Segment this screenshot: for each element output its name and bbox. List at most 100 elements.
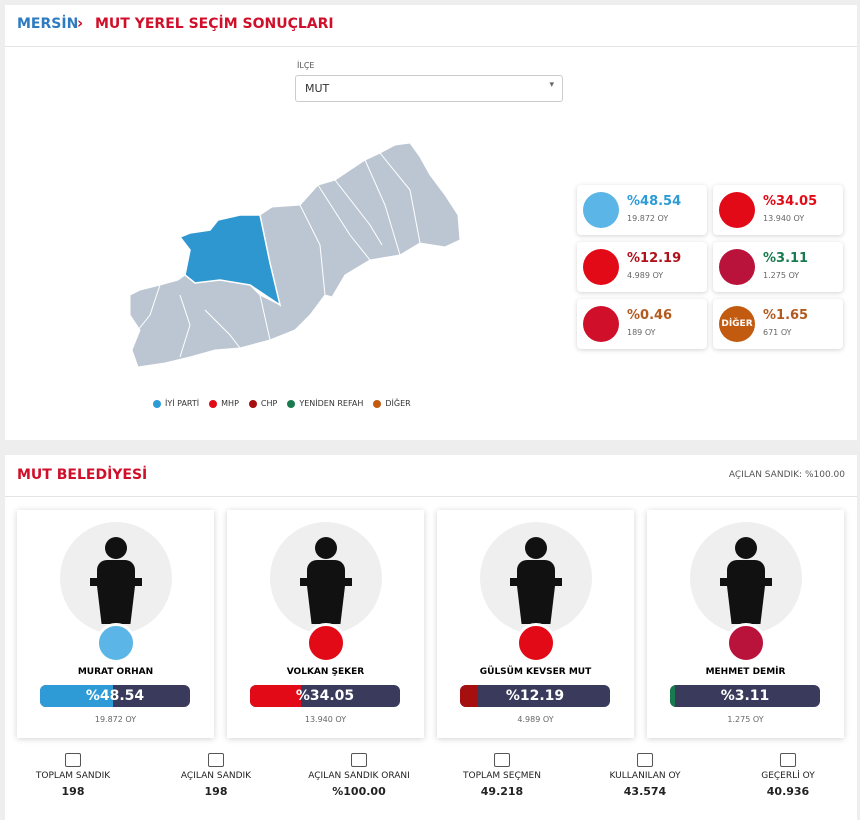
share-label: %34.05 bbox=[295, 688, 355, 704]
share-bar-fill bbox=[250, 685, 302, 707]
candidate-name: MEHMET DEMİR bbox=[705, 667, 786, 677]
district-select[interactable]: MUT ▾ bbox=[295, 75, 563, 102]
stat: AÇILAN SANDIK 198 bbox=[146, 753, 286, 798]
stat-label: TOPLAM SEÇMEN bbox=[463, 771, 541, 781]
party-logo bbox=[583, 249, 619, 285]
podium bbox=[517, 586, 555, 624]
head-icon bbox=[105, 537, 127, 559]
stat-label: KULLANILAN OY bbox=[609, 771, 681, 781]
party-votes: 189 OY bbox=[627, 328, 656, 337]
candidate-votes: 19.872 OY bbox=[94, 715, 137, 724]
body-icon bbox=[307, 560, 345, 578]
party-share: %34.05 bbox=[763, 194, 818, 209]
legend-item: DİĞER bbox=[373, 399, 411, 408]
share-bar: %34.05 bbox=[250, 685, 400, 707]
stat-value: %100.00 bbox=[332, 785, 386, 798]
party-votes: 1.275 OY bbox=[763, 271, 800, 280]
podium-top bbox=[300, 578, 352, 586]
share-bar-fill bbox=[40, 685, 113, 707]
party-logo bbox=[306, 623, 346, 663]
legend-swatch bbox=[209, 399, 218, 408]
share-bar-fill bbox=[670, 685, 675, 707]
candidate-card: MEHMET DEMİR %3.11 1.275 OY bbox=[647, 510, 844, 738]
divider bbox=[5, 496, 857, 497]
municipality-title: MUT BELEDİYESİ bbox=[17, 467, 148, 483]
legend: İYİ PARTİ MHP CHP YENİDEN REFAH DİĞER bbox=[153, 399, 411, 408]
municipality-panel: MUT BELEDİYESİ AÇILAN SANDIK: %100.00 MU… bbox=[5, 455, 857, 820]
stat: AÇILAN SANDIK ORANI %100.00 bbox=[289, 753, 429, 798]
stat-icon bbox=[494, 753, 510, 767]
selected-district: MUT bbox=[305, 82, 330, 95]
candidate-votes: 4.989 OY bbox=[517, 715, 554, 724]
party-logo bbox=[726, 623, 766, 663]
dropdown-arrow: ▾ bbox=[549, 80, 554, 90]
stat-value: 49.218 bbox=[480, 785, 524, 798]
stat-label: TOPLAM SANDIK bbox=[35, 771, 111, 781]
party-votes: 671 OY bbox=[763, 328, 792, 337]
legend-item: CHP bbox=[248, 399, 278, 408]
divider bbox=[5, 46, 857, 47]
legend-swatch bbox=[287, 399, 296, 408]
share-label: %48.54 bbox=[85, 688, 145, 704]
party-logo bbox=[583, 192, 619, 228]
party-votes: 4.989 OY bbox=[627, 271, 664, 280]
stat-icon bbox=[65, 753, 81, 767]
stat: KULLANILAN OY 43.574 bbox=[575, 753, 715, 798]
share-bar: %3.11 bbox=[670, 685, 820, 707]
candidate-votes: 1.275 OY bbox=[727, 715, 764, 724]
party-votes: 13.940 OY bbox=[763, 214, 805, 223]
breadcrumb-separator: › bbox=[77, 14, 84, 32]
map-panel: MERSİN › MUT YEREL SEÇİM SONUÇLARI İLÇE … bbox=[5, 5, 857, 440]
stat-value: 43.574 bbox=[623, 785, 667, 798]
legend-item: YENİDEN REFAH bbox=[287, 399, 363, 408]
candidate-name: VOLKAN ŞEKER bbox=[286, 667, 365, 677]
candidate-card: GÜLSÜM KEVSER MUT %12.19 4.989 OY bbox=[437, 510, 634, 738]
selected-district-shape[interactable] bbox=[178, 214, 282, 307]
page-title: MUT YEREL SEÇİM SONUÇLARI bbox=[95, 16, 334, 32]
share-bar: %12.19 bbox=[460, 685, 610, 707]
legend-label: MHP bbox=[221, 399, 239, 408]
party-card: %3.11 1.275 OY bbox=[713, 242, 843, 292]
party-logo bbox=[96, 623, 136, 663]
body-icon bbox=[517, 560, 555, 578]
legend-item: MHP bbox=[209, 399, 239, 408]
stat: TOPLAM SEÇMEN 49.218 bbox=[432, 753, 572, 798]
legend-label: DİĞER bbox=[385, 399, 411, 408]
party-share: %0.46 bbox=[627, 308, 673, 323]
party-share: %12.19 bbox=[627, 251, 682, 266]
share-bar: %48.54 bbox=[40, 685, 190, 707]
stat-icon bbox=[351, 753, 367, 767]
legend-label: İYİ PARTİ bbox=[165, 399, 200, 408]
stat: GEÇERLİ OY 40.936 bbox=[718, 753, 858, 798]
head-icon bbox=[315, 537, 337, 559]
body-icon bbox=[97, 560, 135, 578]
podium bbox=[97, 586, 135, 624]
party-share: %3.11 bbox=[763, 251, 809, 266]
legend-label: YENİDEN REFAH bbox=[299, 399, 364, 408]
stat-label: AÇILAN SANDIK ORANI bbox=[308, 771, 410, 781]
stat-value: 40.936 bbox=[766, 785, 810, 798]
party-card: %12.19 4.989 OY bbox=[577, 242, 707, 292]
candidate-name: MURAT ORHAN bbox=[77, 667, 154, 677]
stat-icon bbox=[780, 753, 796, 767]
legend-swatch bbox=[373, 399, 382, 408]
candidate-name: GÜLSÜM KEVSER MUT bbox=[479, 667, 592, 677]
province[interactable]: MERSİN bbox=[17, 16, 79, 32]
legend-swatch bbox=[248, 399, 257, 408]
stat-icon bbox=[208, 753, 224, 767]
stat-icon bbox=[637, 753, 653, 767]
stat-label: AÇILAN SANDIK bbox=[180, 771, 252, 781]
body-icon bbox=[727, 560, 765, 578]
party-card: %48.54 19.872 OY bbox=[577, 185, 707, 235]
party-logo bbox=[719, 192, 755, 228]
province-shape bbox=[129, 142, 461, 368]
filter-label: İLÇE bbox=[297, 61, 315, 70]
party-votes: 19.872 OY bbox=[627, 214, 669, 223]
party-logo bbox=[516, 623, 556, 663]
party-share: %48.54 bbox=[627, 194, 682, 209]
opened-ballots: AÇILAN SANDIK: %100.00 bbox=[728, 470, 845, 480]
share-label: %3.11 bbox=[720, 688, 770, 704]
candidate-card: MURAT ORHAN %48.54 19.872 OY bbox=[17, 510, 214, 738]
legend-label: CHP bbox=[260, 399, 278, 408]
